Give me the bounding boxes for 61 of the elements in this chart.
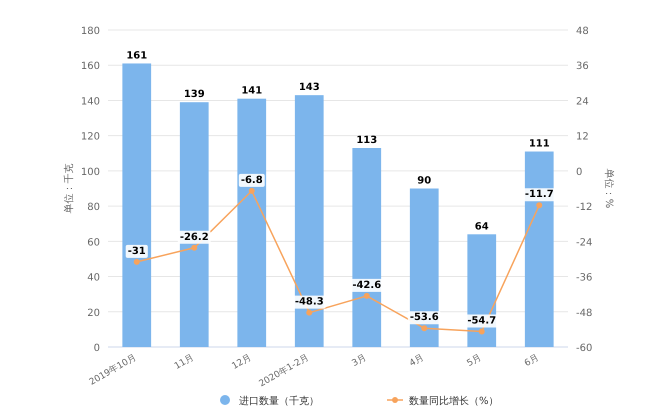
y-tick-label: 20 xyxy=(87,308,100,319)
data-label: 90 xyxy=(417,176,432,186)
data-label: -11.7 xyxy=(524,189,554,200)
x-tick-label: 12月 xyxy=(230,352,254,372)
data-label: 161 xyxy=(126,50,148,62)
y2-tick-label: 48 xyxy=(576,26,589,37)
y-tick-label: 180 xyxy=(80,26,100,37)
bar xyxy=(352,148,382,347)
x-tick-label: 6月 xyxy=(522,352,541,369)
point xyxy=(364,292,370,299)
y2-tick-label: -24 xyxy=(576,237,592,248)
point xyxy=(134,258,140,265)
point xyxy=(421,325,428,332)
point xyxy=(191,244,198,251)
bar xyxy=(524,152,554,347)
x-tick-label: 11月 xyxy=(173,352,196,372)
y2-axis-title: 单位：% xyxy=(603,168,615,208)
bar xyxy=(410,188,439,347)
data-label: -54.7 xyxy=(467,315,496,326)
point xyxy=(478,328,485,334)
data-label: -6.8 xyxy=(240,174,263,186)
data-label: 139 xyxy=(184,89,205,100)
point xyxy=(536,202,542,208)
data-label: -53.6 xyxy=(410,312,439,324)
data-label: -31 xyxy=(128,246,146,257)
point xyxy=(248,188,255,194)
y-tick-label: 160 xyxy=(80,61,100,72)
data-label: -48.3 xyxy=(294,296,324,308)
data-label: 143 xyxy=(298,82,320,94)
data-label: 113 xyxy=(356,134,378,146)
y-tick-label: 140 xyxy=(80,96,100,108)
y-axis-title: 单位：千克 xyxy=(63,164,75,214)
y2-tick-label: 36 xyxy=(576,61,589,72)
y2-tick-label: 0 xyxy=(576,166,582,178)
point xyxy=(306,310,312,316)
y-tick-label: 80 xyxy=(87,202,100,214)
data-label: 64 xyxy=(474,221,489,232)
legend-label: 进口数量（千克） xyxy=(239,395,319,407)
bar xyxy=(122,63,152,347)
y-tick-label: 60 xyxy=(87,237,100,248)
x-tick-label: 5月 xyxy=(465,352,484,369)
y2-tick-label: 24 xyxy=(576,96,589,108)
y-tick-label: 40 xyxy=(87,272,100,284)
legend-label: 数量同比增长（%） xyxy=(409,395,499,407)
data-label: 111 xyxy=(528,138,550,150)
y2-tick-label: -12 xyxy=(576,202,592,214)
y2-tick-label: -60 xyxy=(576,343,592,354)
y2-tick-label: 12 xyxy=(576,132,589,143)
bar xyxy=(180,102,209,347)
y-tick-label: 120 xyxy=(80,132,100,143)
bar xyxy=(294,95,324,347)
x-tick-label: 4月 xyxy=(408,352,426,369)
data-label: 141 xyxy=(241,86,262,97)
bar xyxy=(237,98,266,347)
y-tick-label: 0 xyxy=(94,343,100,354)
data-label: -26.2 xyxy=(180,232,209,243)
data-label: -42.6 xyxy=(352,280,382,291)
x-tick-label: 3月 xyxy=(350,352,368,369)
y2-tick-label: -36 xyxy=(576,272,592,284)
y-tick-label: 100 xyxy=(80,166,100,178)
y2-tick-label: -48 xyxy=(576,308,592,319)
